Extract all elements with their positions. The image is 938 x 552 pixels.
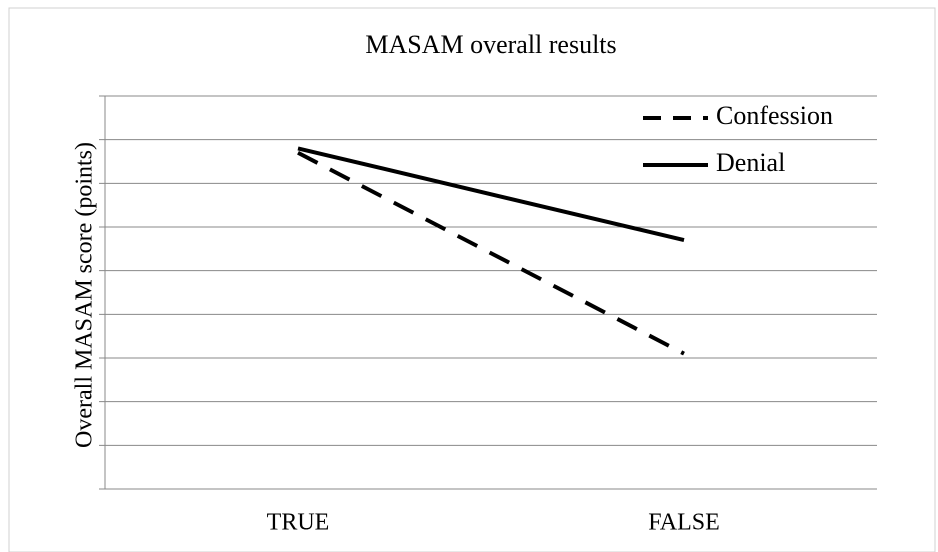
y-axis-label: Overall MASAM score (points) xyxy=(72,142,98,448)
x-tick-label: FALSE xyxy=(648,510,720,536)
chart-title: MASAM overall results xyxy=(365,30,616,59)
series-line xyxy=(297,150,685,356)
legend-label: Denial xyxy=(716,148,785,177)
chart-frame xyxy=(8,7,936,552)
series-line xyxy=(297,146,685,243)
legend-label: Confession xyxy=(716,101,833,130)
x-tick-label: TRUE xyxy=(267,510,330,536)
